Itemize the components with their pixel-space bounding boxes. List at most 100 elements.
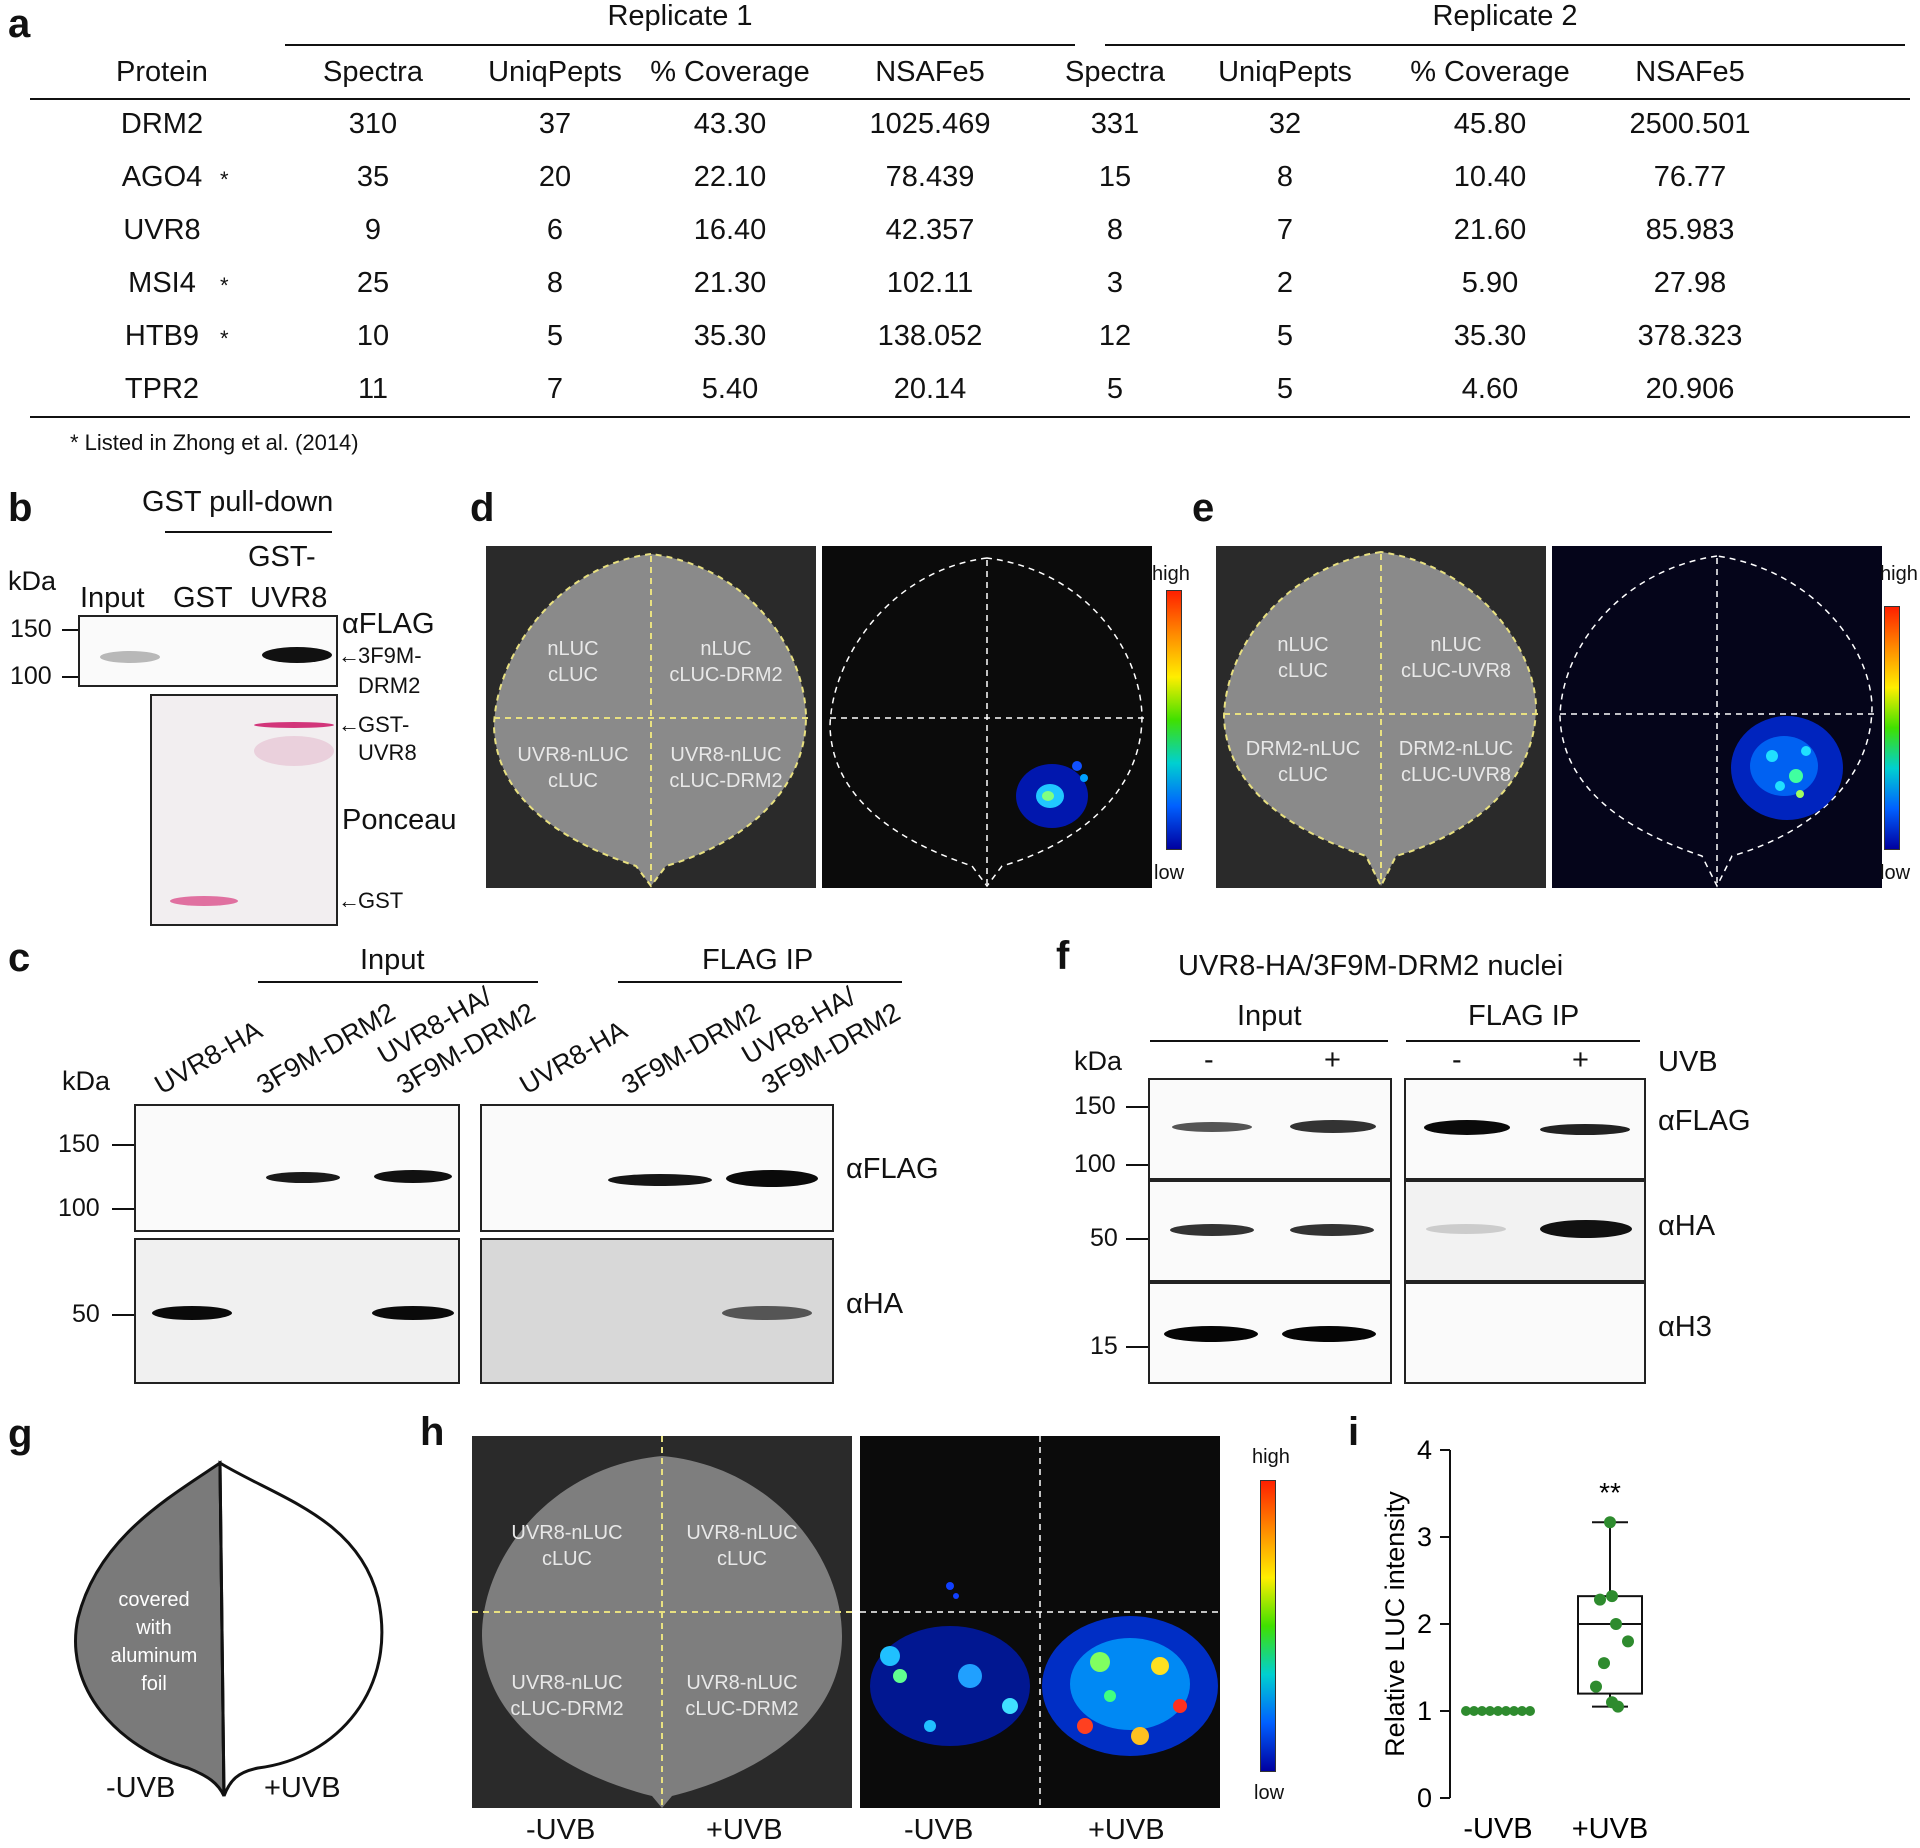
panel-label-b: b — [8, 486, 33, 530]
table-cell: 21.60 — [1453, 214, 1527, 246]
table-header: % Coverage — [650, 56, 810, 88]
table-cell: 2500.501 — [1629, 108, 1751, 140]
c-blot-ip-ha — [480, 1238, 834, 1384]
band — [1424, 1120, 1510, 1135]
c-antibody-ha: αHA — [846, 1288, 904, 1320]
table-cell: 5.90 — [1461, 267, 1519, 299]
b-kda-label: kDa — [8, 566, 57, 596]
table-cell: 8 — [1106, 214, 1124, 246]
table-cell: 9 — [364, 214, 382, 246]
table-cell: 20 — [538, 161, 572, 193]
f-tick-150-mark — [1126, 1106, 1148, 1108]
table-cell: 32 — [1268, 108, 1302, 140]
c-flagip-rule — [618, 981, 902, 983]
d-label-q2: nLUC cLUC-DRM2 — [669, 638, 783, 686]
c-tick-100-mark — [112, 1208, 134, 1210]
f-tick-100: 100 — [1074, 1150, 1116, 1178]
b-antibody-flag: αFLAG — [342, 608, 435, 640]
h-colorbar — [1260, 1480, 1276, 1772]
h-leaf-shape — [472, 1436, 852, 1808]
panel-label-i: i — [1348, 1410, 1360, 1454]
f-tick-15: 15 — [1090, 1332, 1118, 1360]
e-leaf-outline — [1222, 550, 1538, 888]
c-kda-label: kDa — [62, 1066, 111, 1096]
f-tick-50-mark — [1126, 1238, 1148, 1240]
d-scale-low: low — [1154, 862, 1185, 884]
panel-label-h: h — [420, 1410, 445, 1454]
table-cell: 7 — [1276, 214, 1294, 246]
b-arrow-2: ← — [338, 712, 360, 737]
data-point — [1594, 1593, 1606, 1606]
data-point — [1606, 1590, 1618, 1603]
data-point — [1501, 1706, 1511, 1716]
table-cell: 138.052 — [877, 320, 983, 352]
e-label-q1: nLUC cLUC — [1277, 634, 1329, 682]
y-tick-label: 0 — [1417, 1783, 1432, 1813]
b-band-label-gst-uvr8-b: UVR8 — [358, 740, 417, 765]
table-header: UniqPepts — [488, 56, 622, 88]
table-row-protein: DRM2 — [120, 108, 204, 140]
d-bright-leaf-image: nLUC cLUC nLUC cLUC-DRM2 UVR8-nLUC cLUC UVR… — [486, 546, 816, 888]
table-cell: 10 — [356, 320, 390, 352]
table-cell: 37 — [538, 108, 572, 140]
g-leaf-diagram — [74, 1460, 384, 1797]
f-kda-label: kDa — [1074, 1046, 1123, 1076]
band — [262, 647, 332, 663]
table-cell: 35.30 — [1453, 320, 1527, 352]
e-bright-leaf-image: nLUC cLUC nLUC cLUC-UVR8 DRM2-nLUC cLUC DRM… — [1216, 546, 1546, 888]
h-x-label-4: +UVB — [1088, 1814, 1165, 1846]
y-tick-label: 3 — [1417, 1522, 1432, 1552]
proteomics-table: Protein Spectra UniqPepts % Coverage NSAFe5 S… — [30, 52, 1910, 416]
c-flagip-title: FLAG IP — [702, 944, 814, 976]
table-cell: 20.14 — [893, 373, 967, 405]
data-point — [1598, 1657, 1610, 1670]
band — [726, 1170, 818, 1187]
b-title: GST pull-down — [142, 486, 334, 518]
x-category-label: -UVB — [1463, 1813, 1532, 1844]
table-row-protein: UVR8 — [123, 214, 201, 246]
table-row-protein: AGO4 — [121, 161, 203, 193]
d-leaf-outline — [492, 552, 808, 888]
table-cell: 22.10 — [693, 161, 767, 193]
data-point — [1485, 1706, 1495, 1716]
b-blot-ponceau — [150, 694, 338, 926]
band — [100, 651, 160, 663]
panel-label-c: c — [8, 936, 31, 980]
e-label-q4: DRM2-nLUC cLUC-UVR8 — [1398, 738, 1514, 786]
data-point — [1509, 1706, 1519, 1716]
h-label-q2: UVR8-nLUC cLUC — [686, 1522, 798, 1570]
table-cell: 3 — [1106, 267, 1124, 299]
data-point — [1493, 1706, 1503, 1716]
h-x-label-2: +UVB — [706, 1814, 783, 1846]
b-lane-gst-uvr8-a: GST- — [248, 541, 316, 573]
h-x-label-3: -UVB — [904, 1814, 974, 1846]
b-tick-100-mark — [62, 676, 78, 678]
d-colorbar — [1166, 590, 1182, 850]
data-point — [1469, 1706, 1479, 1716]
b-tick-150-mark — [62, 629, 78, 631]
table-cell: 35 — [356, 161, 390, 193]
d-label-q1: nLUC cLUC — [547, 638, 599, 686]
table-row-protein: TPR2 — [124, 373, 200, 405]
data-point — [1610, 1618, 1622, 1630]
e-scale-low: low — [1880, 862, 1911, 884]
table-cell: 42.357 — [885, 214, 975, 246]
c-input-rule — [258, 981, 538, 983]
table-cell: 78.439 — [885, 161, 975, 193]
c-antibody-flag: αFLAG — [846, 1153, 939, 1185]
f-input-title: Input — [1237, 1000, 1302, 1032]
y-tick-label: 1 — [1417, 1696, 1432, 1726]
b-band-label-gst: GST — [358, 888, 404, 913]
b-tick-100: 100 — [10, 662, 52, 690]
h-scale-low: low — [1254, 1782, 1285, 1804]
band — [608, 1174, 712, 1186]
data-point — [1612, 1700, 1624, 1713]
panel-label-f: f — [1056, 934, 1070, 978]
table-cell: 35.30 — [693, 320, 767, 352]
c-lane-1: UVR8-HA — [149, 1014, 268, 1101]
h-bright-leaf-image: UVR8-nLUC cLUC UVR8-nLUC cLUC UVR8-nLUC cLU… — [472, 1436, 852, 1808]
table-cell: 27.98 — [1653, 267, 1727, 299]
band — [1540, 1124, 1630, 1135]
band — [152, 1306, 232, 1320]
table-cell: 15 — [1098, 161, 1132, 193]
